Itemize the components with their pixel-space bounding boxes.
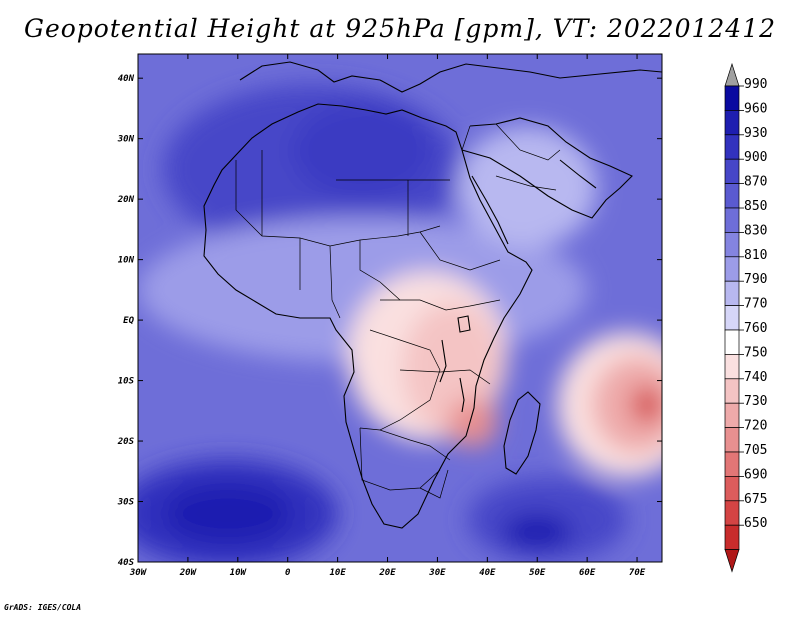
colorbar-label: 760: [744, 321, 767, 336]
lat-tick-label: 40S: [118, 558, 135, 568]
lat-tick-label: 40N: [118, 74, 135, 84]
colorbar-swatch: [724, 476, 740, 502]
colorbar-label: 870: [744, 175, 767, 190]
lon-tick-label: 40E: [479, 568, 496, 578]
colorbar-label: 720: [744, 419, 767, 434]
field-mozambique-low: [447, 398, 498, 448]
map-figure: 30W 20W 10W 0 10E 20E 30E 40E 50E 60E 70E 40N 30N 20N…: [117, 53, 767, 578]
colorbar-swatch: [724, 500, 740, 526]
lat-tick-label: 30S: [117, 498, 135, 508]
lat-tick-label: 20N: [117, 195, 135, 205]
lake-victoria: [457, 315, 471, 333]
colorbar-label: 830: [744, 223, 767, 238]
colorbar-label: 750: [744, 345, 767, 360]
colorbar-swatch: [724, 329, 740, 355]
colorbar-label: 650: [744, 516, 767, 531]
colorbar-bottom-arrow: [724, 549, 740, 573]
colorbar-label: 675: [744, 492, 767, 507]
gulf-coast: [559, 159, 597, 189]
colorbar-swatch: [724, 305, 740, 331]
red-sea: [471, 175, 509, 245]
field-mascarene-low-core: [632, 386, 662, 423]
lon-tick-label: 10E: [329, 568, 346, 578]
map-frame: [137, 53, 663, 563]
lon-tick-label: 0: [285, 568, 291, 578]
lat-tick-label: 10N: [118, 256, 135, 266]
coastlines: [203, 61, 662, 529]
colorbar-swatch: [724, 524, 740, 550]
colorbar-label: 960: [744, 101, 767, 116]
lon-tick-label: 30E: [428, 568, 446, 578]
field-sahara-core: [292, 102, 433, 200]
height-field: [138, 54, 662, 562]
colorbar-label: 690: [744, 467, 767, 482]
credit-label: GrADS: IGES/COLA: [4, 603, 82, 612]
colorbar-swatch: [724, 110, 740, 136]
lon-tick-label: 10W: [230, 568, 248, 578]
colorbar-swatch: [724, 378, 740, 404]
colorbar-label: 900: [744, 150, 767, 165]
colorbar-swatch: [724, 85, 740, 111]
colorbar-label: 705: [744, 443, 767, 458]
colorbar-label: 930: [744, 126, 767, 141]
colorbar-label: 740: [744, 370, 767, 385]
map-axes: 30W 20W 10W 0 10E 20E 30E 40E 50E 60E 70E 40N 30N 20N…: [117, 54, 662, 578]
colorbar-swatch: [724, 280, 740, 306]
europe-coastline: [239, 61, 662, 93]
colorbar-swatch: [724, 207, 740, 233]
lake-tanganyika: [439, 339, 447, 383]
lat-tick-label: 30N: [117, 135, 135, 145]
colorbar-label: 790: [744, 272, 767, 287]
country-borders: [235, 123, 561, 499]
lon-tick-label: 30W: [129, 568, 148, 578]
colorbar-swatch: [724, 232, 740, 258]
field-arabia-light: [457, 126, 598, 248]
colorbar-swatch: [724, 451, 740, 477]
colorbar-label: 850: [744, 199, 767, 214]
map-title: Geopotential Height at 925hPa [gpm], VT:…: [23, 14, 777, 43]
colorbar-swatch: [724, 402, 740, 428]
lat-tick-label: 10S: [118, 377, 135, 387]
lon-tick-label: 70E: [629, 568, 646, 578]
lat-tick-label: EQ: [123, 316, 134, 326]
madagascar-coastline: [503, 391, 541, 475]
colorbar-swatch: [724, 183, 740, 209]
colorbar-label: 810: [744, 248, 767, 263]
colorbar-label: 730: [744, 394, 767, 409]
lake-malawi: [459, 377, 465, 413]
colorbar-top-arrow: [724, 62, 740, 87]
lon-tick-label: 20W: [179, 568, 198, 578]
lon-tick-label: 50E: [529, 568, 546, 578]
colorbar-label: 990: [744, 77, 767, 92]
colorbar-swatch: [724, 354, 740, 380]
colorbar-swatch: [724, 256, 740, 282]
colorbar-swatch: [724, 427, 740, 453]
colorbar-label: 770: [744, 297, 767, 312]
arabia-coastline: [461, 117, 633, 219]
colorbar: 990 960 930 900 870 850 830 810 790 770 760 750 740 7…: [724, 62, 767, 573]
field-indian-ocean-core: [502, 513, 573, 550]
lon-tick-label: 20E: [378, 568, 396, 578]
colorbar-swatch: [724, 134, 740, 160]
field-mascarene-low-mid: [592, 356, 662, 454]
field-south-atlantic-core: [162, 483, 293, 544]
africa-coastline: [203, 103, 533, 529]
colorbar-swatch: [724, 158, 740, 184]
lon-tick-label: 60E: [579, 568, 596, 578]
lat-tick-label: 20S: [117, 437, 135, 447]
